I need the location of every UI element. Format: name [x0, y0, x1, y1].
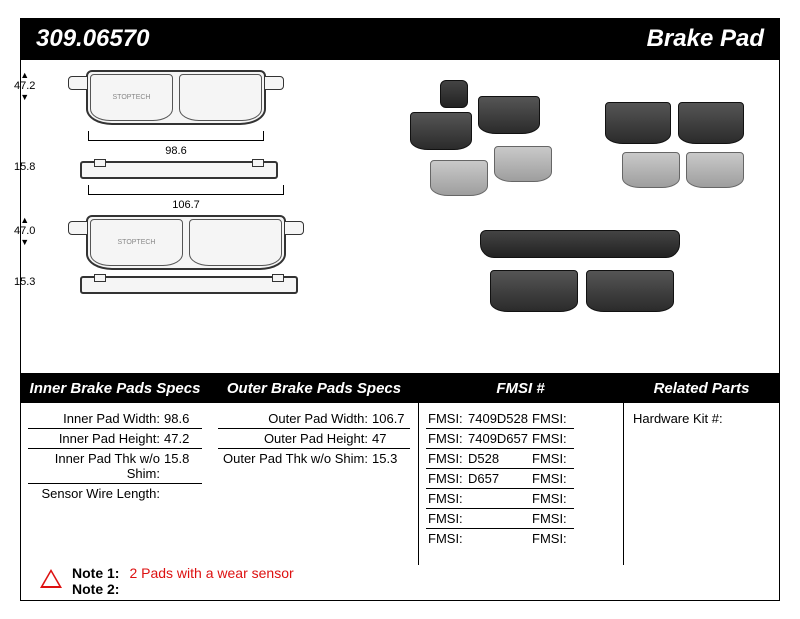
fmsi-row: FMSI: — [530, 449, 574, 469]
outer-spec-label: Outer Pad Width: — [220, 411, 372, 426]
diagram-area: ▲ 47.2 ▼ STOPTECH 98.6 15.8 106.7 — [20, 60, 780, 373]
fmsi-row: FMSI: — [530, 489, 574, 509]
related-col: Hardware Kit #: — [623, 403, 780, 554]
dim-value: 47.2 — [14, 80, 35, 92]
warning-icon — [40, 569, 62, 588]
dim-inner-width-value: 98.6 — [50, 145, 302, 157]
fmsi-row: FMSI: — [530, 469, 574, 489]
fmsi-row: FMSI: — [426, 489, 530, 509]
fmsi-row: FMSI: — [530, 529, 574, 548]
technical-drawing: ▲ 47.2 ▼ STOPTECH 98.6 15.8 106.7 — [50, 70, 350, 300]
fmsi-col: FMSI:7409D528FMSI:7409D657FMSI:D528FMSI:… — [418, 403, 623, 554]
fmsi-label: FMSI: — [532, 451, 572, 466]
fmsi-value: D528 — [468, 451, 499, 466]
inner-spec-row: Inner Pad Height:47.2 — [28, 429, 202, 449]
dim-value: 15.8 — [14, 161, 35, 173]
inner-pad-side — [80, 161, 278, 179]
inner-specs-col: Inner Pad Width:98.6Inner Pad Height:47.… — [20, 403, 210, 554]
inner-spec-value: 98.6 — [164, 411, 200, 426]
spec-body: Inner Pad Width:98.6Inner Pad Height:47.… — [20, 403, 780, 554]
dim-inner-height: ▲ 47.2 ▼ — [14, 70, 35, 125]
inner-spec-row: Inner Pad Width:98.6 — [28, 409, 202, 429]
outer-spec-value: 106.7 — [372, 411, 408, 426]
fmsi-row: FMSI:D657 — [426, 469, 530, 489]
product-type: Brake Pad — [647, 25, 764, 53]
dim-outer-thk: 15.3 — [14, 276, 35, 294]
fmsi-label: FMSI: — [428, 411, 468, 426]
outer-spec-value: 47 — [372, 431, 408, 446]
outer-spec-value: 15.3 — [372, 451, 408, 466]
dim-outer-height: ▲ 47.0 ▼ — [14, 215, 35, 270]
product-photo-mock — [400, 80, 770, 360]
fmsi-label: FMSI: — [532, 411, 572, 426]
inner-spec-label: Inner Pad Width: — [30, 411, 164, 426]
col-header-inner: Inner Brake Pads Specs — [20, 373, 210, 403]
fmsi-row: FMSI:7409D528 — [426, 409, 530, 429]
col-header-related: Related Parts — [623, 373, 780, 403]
fmsi-label: FMSI: — [428, 491, 468, 506]
outer-pad-face: STOPTECH — [86, 215, 286, 270]
fmsi-label: FMSI: — [428, 471, 468, 486]
fmsi-row: FMSI: — [530, 409, 574, 429]
hardware-kit-label: Hardware Kit #: — [633, 411, 723, 426]
fmsi-label: FMSI: — [532, 471, 572, 486]
title-bar: 309.06570 Brake Pad — [20, 18, 780, 60]
outer-spec-label: Outer Pad Thk w/o Shim: — [220, 451, 372, 466]
inner-spec-row: Sensor Wire Length: — [28, 484, 202, 503]
outer-specs-col: Outer Pad Width:106.7Outer Pad Height:47… — [210, 403, 418, 554]
note1-label: Note 1: — [72, 565, 119, 581]
inner-pad-face: STOPTECH — [86, 70, 266, 125]
fmsi-label: FMSI: — [428, 431, 468, 446]
dim-inner-thk: 15.8 — [14, 161, 35, 179]
fmsi-label: FMSI: — [428, 451, 468, 466]
outer-spec-row: Outer Pad Width:106.7 — [218, 409, 410, 429]
outer-spec-row: Outer Pad Height:47 — [218, 429, 410, 449]
fmsi-label: FMSI: — [532, 531, 572, 546]
col-header-fmsi: FMSI # — [418, 373, 623, 403]
fmsi-value: 7409D657 — [468, 431, 528, 446]
inner-spec-value: 47.2 — [164, 431, 200, 446]
fmsi-row: FMSI: — [426, 529, 530, 548]
inner-spec-label: Inner Pad Thk w/o Shim: — [30, 451, 164, 481]
fmsi-value: 7409D528 — [468, 411, 528, 426]
outer-spec-row: Outer Pad Thk w/o Shim:15.3 — [218, 449, 410, 468]
fmsi-label: FMSI: — [532, 511, 572, 526]
fmsi-label: FMSI: — [532, 431, 572, 446]
notes-area: Note 1: Note 2: 2 Pads with a wear senso… — [40, 565, 294, 597]
spec-header-bar: Inner Brake Pads Specs Outer Brake Pads … — [20, 373, 780, 403]
dim-inner-width — [86, 131, 266, 141]
fmsi-label: FMSI: — [428, 531, 468, 546]
outer-pad-side — [80, 276, 298, 294]
fmsi-row: FMSI: — [530, 429, 574, 449]
inner-spec-label: Sensor Wire Length: — [30, 486, 164, 501]
fmsi-row: FMSI: — [530, 509, 574, 529]
part-number: 309.06570 — [36, 25, 149, 53]
dim-value: 15.3 — [14, 276, 35, 288]
note1-text: 2 Pads with a wear sensor — [129, 565, 293, 581]
fmsi-row: FMSI:D528 — [426, 449, 530, 469]
col-header-outer: Outer Brake Pads Specs — [210, 373, 418, 403]
outer-spec-label: Outer Pad Height: — [220, 431, 372, 446]
fmsi-row: FMSI:7409D657 — [426, 429, 530, 449]
dim-outer-width — [86, 185, 286, 195]
fmsi-value: D657 — [468, 471, 499, 486]
fmsi-label: FMSI: — [428, 511, 468, 526]
inner-spec-value: 15.8 — [164, 451, 200, 481]
fmsi-label: FMSI: — [532, 491, 572, 506]
hardware-kit-row: Hardware Kit #: — [631, 409, 772, 428]
inner-spec-row: Inner Pad Thk w/o Shim:15.8 — [28, 449, 202, 484]
inner-spec-value — [164, 486, 200, 501]
inner-spec-label: Inner Pad Height: — [30, 431, 164, 446]
dim-outer-width-value: 106.7 — [50, 199, 322, 211]
fmsi-row: FMSI: — [426, 509, 530, 529]
dim-value: 47.0 — [14, 225, 35, 237]
note2-label: Note 2: — [72, 581, 119, 597]
